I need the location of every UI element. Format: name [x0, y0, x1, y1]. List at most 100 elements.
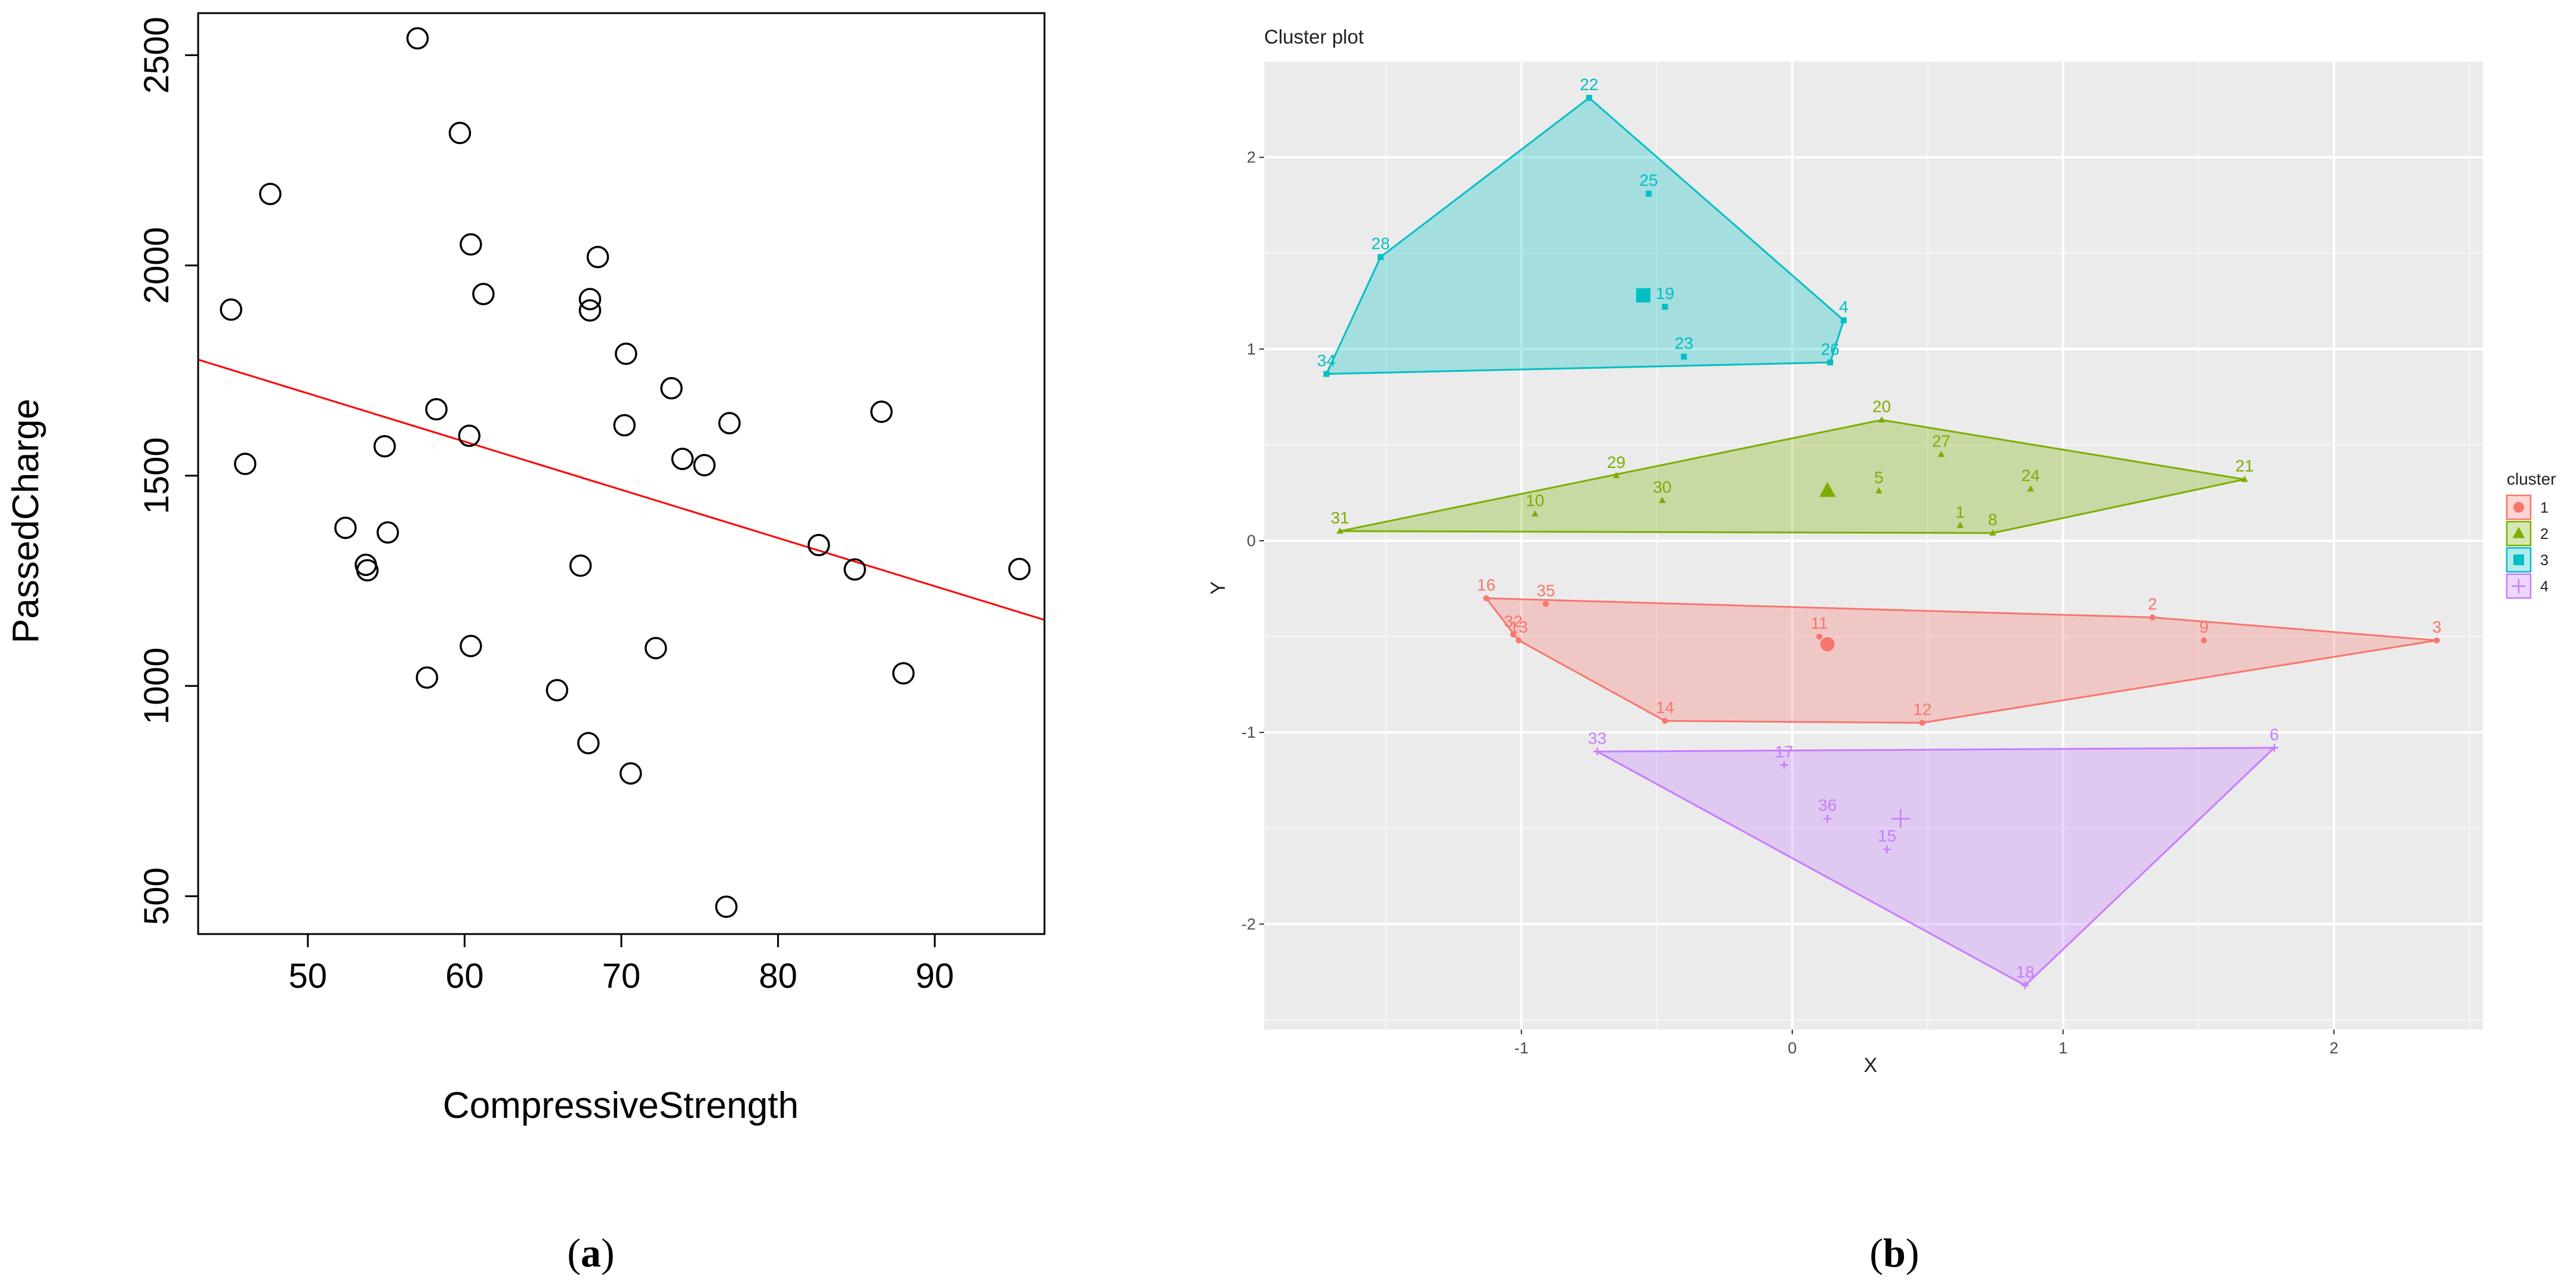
cluster-3-label-19: 19 [1656, 284, 1674, 303]
cluster-1-point-16 [1483, 595, 1490, 602]
x-axis-label-a: CompressiveStrength [443, 1085, 799, 1126]
cluster-1-label-14: 14 [1656, 698, 1674, 717]
cluster-2-point-20 [1878, 416, 1885, 423]
data-point-4 [460, 233, 482, 256]
data-point-9 [578, 299, 602, 322]
cluster-1-point-35 [1542, 600, 1549, 607]
y-tick-label-a-1: 1000 [137, 648, 176, 725]
cluster-4-point-6 [2270, 744, 2279, 752]
x-axis-b: -1 0 1 2 [1514, 1030, 2338, 1057]
data-point-26 [1008, 557, 1031, 581]
cluster-2-label-10: 10 [1526, 491, 1544, 510]
cluster-4-label-18: 18 [2016, 963, 2035, 981]
cluster-2-label-27: 27 [1932, 432, 1951, 450]
cluster-3-label-25: 25 [1640, 171, 1658, 190]
cluster-1-point-11 [1816, 633, 1823, 640]
data-point-31 [892, 662, 915, 685]
data-point-2 [448, 122, 472, 144]
cluster-3-point-4 [1841, 317, 1847, 323]
grid-b [1264, 61, 2483, 1030]
legend-marker-1 [2513, 502, 2524, 513]
y-tick-label-a-2: 1500 [137, 437, 176, 514]
cluster-2-label-5: 5 [1874, 468, 1884, 486]
data-point-17 [373, 434, 396, 458]
plot-frame-a [197, 12, 1046, 935]
cluster-3-label-22: 22 [1580, 75, 1598, 94]
data-point-25 [569, 554, 592, 577]
x-tick-label-b-1: 0 [1788, 1039, 1797, 1057]
cluster-3-point-19 [1662, 304, 1668, 310]
data-point-20 [693, 454, 716, 477]
cluster-2-label-20: 20 [1872, 397, 1891, 416]
data-point-6 [472, 282, 495, 306]
y-axis-label-b: Y [1207, 581, 1230, 595]
cluster-3-point-23 [1681, 353, 1687, 360]
cluster-4-label-36: 36 [1818, 796, 1837, 815]
data-point-19 [234, 452, 257, 476]
y-tick-label-b-3: 1 [1247, 340, 1256, 358]
cluster-2-label-30: 30 [1653, 478, 1671, 497]
x-tick-label-b-2: 1 [2059, 1039, 2067, 1057]
data-point-33 [546, 679, 569, 702]
y-tick-label-b-4: 2 [1247, 149, 1256, 167]
cluster-3-point-25 [1646, 190, 1652, 197]
data-point-1 [406, 27, 429, 50]
cluster-2-point-8 [1989, 529, 1996, 536]
cluster-2-label-29: 29 [1607, 453, 1625, 471]
cluster-3-center [1636, 288, 1651, 303]
y-axis-label-a: PassedCharge [5, 399, 47, 643]
data-point-36 [715, 895, 738, 918]
x-tick-label-b-0: -1 [1514, 1039, 1529, 1057]
data-point-10 [615, 342, 637, 365]
cluster-1-point-3 [2433, 637, 2440, 643]
x-tick-label-a-2: 70 [602, 957, 641, 996]
y-tick-label-a-0: 500 [137, 867, 176, 925]
cluster-4-label-15: 15 [1878, 827, 1896, 845]
cluster-3-label-4: 4 [1839, 298, 1848, 316]
cluster-1-label-12: 12 [1913, 700, 1931, 719]
cluster-4-point-36 [1823, 815, 1832, 823]
cluster-1-label-32: 32 [1504, 612, 1523, 630]
x-axis-a: 50 60 70 80 90 [289, 934, 954, 996]
data-point-7 [578, 288, 602, 310]
cluster-2-label-8: 8 [1988, 510, 1998, 529]
cluster-legend: cluster 1 2 3 4 [2506, 470, 2556, 599]
cluster-2-label-21: 21 [2235, 457, 2254, 475]
cluster-3-point-22 [1586, 95, 1592, 101]
x-tick-label-a-3: 80 [759, 957, 797, 996]
cluster-4-label-6: 6 [2270, 725, 2279, 744]
cluster-3-hull [1324, 97, 1845, 375]
legend-marker-4 [2512, 579, 2526, 593]
cluster-4-point-18 [2021, 981, 2029, 990]
legend-marker-3 [2513, 554, 2524, 565]
cluster-4-label-33: 33 [1588, 729, 1607, 747]
x-tick-label-b-3: 2 [2330, 1039, 2338, 1057]
cluster-1-point-14 [1662, 717, 1668, 724]
cluster-2-point-5 [1875, 487, 1882, 494]
cluster-1-point-9 [2201, 637, 2207, 643]
regression-line-a [198, 359, 1045, 621]
scatter-points-a [220, 27, 1031, 918]
x-tick-label-a-4: 90 [916, 957, 954, 996]
data-point-15 [613, 414, 636, 437]
cluster-2-point-10 [1532, 510, 1539, 517]
cluster-1-point-32 [1510, 631, 1517, 638]
data-point-14 [718, 412, 741, 434]
cluster-4-hull [1594, 747, 2277, 987]
data-point-30 [645, 637, 667, 660]
cluster-hulls [1324, 97, 2438, 987]
y-tick-label-a-3: 2000 [137, 227, 176, 304]
legend-marker-2 [2512, 526, 2525, 538]
cluster-1-point-13 [1515, 637, 1522, 643]
cluster-2-point-21 [2241, 475, 2248, 482]
cluster-3-label-28: 28 [1372, 235, 1390, 253]
cluster-3-point-26 [1827, 359, 1834, 366]
cluster-3-label-34: 34 [1317, 352, 1336, 370]
cluster-4-label-17: 17 [1775, 742, 1794, 761]
legend-label-1: 1 [2540, 500, 2549, 516]
y-axis-b: -2 -1 0 1 2 [1241, 149, 1264, 933]
cluster-2-point-1 [1956, 522, 1964, 528]
cluster-4-point-33 [1593, 747, 1601, 756]
